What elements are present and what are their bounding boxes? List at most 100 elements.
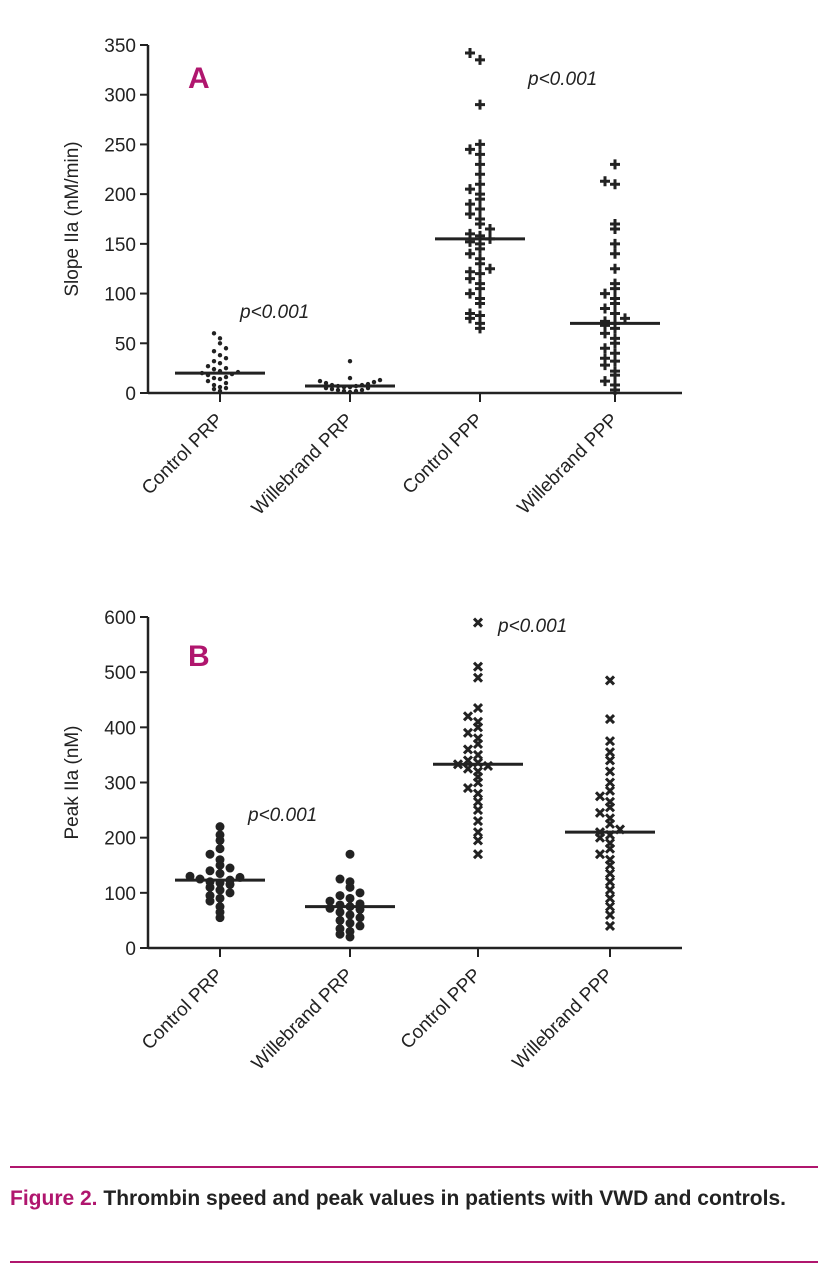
point xyxy=(215,885,225,895)
point xyxy=(604,885,616,896)
point xyxy=(472,617,484,628)
x-tick-label: Control PRP xyxy=(138,410,228,500)
point xyxy=(485,223,495,234)
point xyxy=(472,796,484,807)
point xyxy=(223,346,229,351)
panel-label: A xyxy=(188,62,210,95)
point xyxy=(217,388,223,394)
point xyxy=(610,333,620,344)
point xyxy=(472,672,484,683)
caption-label: Figure 2. xyxy=(10,1187,98,1210)
y-tick-label: 300 xyxy=(104,86,136,107)
point xyxy=(604,713,616,725)
point xyxy=(604,920,616,931)
point xyxy=(345,849,355,859)
point xyxy=(475,159,485,170)
point xyxy=(604,785,616,796)
point xyxy=(325,896,335,906)
point xyxy=(600,376,610,387)
point xyxy=(472,788,484,799)
point xyxy=(215,844,225,854)
point xyxy=(205,363,211,369)
point xyxy=(594,849,606,860)
point xyxy=(345,910,355,920)
y-tick-label: 0 xyxy=(125,939,136,960)
point xyxy=(465,248,475,259)
point xyxy=(472,716,484,727)
point xyxy=(359,387,365,393)
point xyxy=(475,204,485,215)
x-tick-label: Willebrand PPP xyxy=(514,410,623,519)
point xyxy=(335,387,341,393)
x-tick-label: Control PPP xyxy=(399,410,488,499)
point xyxy=(462,727,474,738)
point xyxy=(604,675,616,686)
y-tick-label: 600 xyxy=(104,608,136,629)
point xyxy=(205,849,215,859)
point xyxy=(475,189,485,200)
point xyxy=(610,348,620,359)
point xyxy=(223,385,229,391)
point xyxy=(472,849,484,860)
point xyxy=(604,736,616,747)
point xyxy=(610,248,620,259)
point xyxy=(335,891,345,901)
point xyxy=(610,380,620,391)
y-tick-label: 500 xyxy=(104,663,136,684)
x-tick-label: Willebrand PRP xyxy=(248,410,358,520)
y-tick-label: 300 xyxy=(104,774,136,795)
point xyxy=(211,375,217,381)
point xyxy=(475,179,485,190)
point xyxy=(472,702,484,714)
point xyxy=(223,380,229,386)
point xyxy=(462,782,474,794)
point xyxy=(472,733,484,744)
point xyxy=(610,179,620,190)
y-tick-label: 0 xyxy=(125,384,136,405)
point xyxy=(610,238,620,249)
point xyxy=(462,744,474,755)
point xyxy=(211,331,217,336)
point xyxy=(472,835,484,846)
point xyxy=(215,869,225,879)
point xyxy=(211,386,217,392)
point xyxy=(345,877,355,887)
point xyxy=(215,855,225,865)
point xyxy=(335,915,345,925)
y-axis-label: Peak IIa (nM) xyxy=(62,725,83,839)
point xyxy=(345,918,355,928)
point xyxy=(211,349,217,354)
point xyxy=(211,358,217,364)
point xyxy=(217,376,223,382)
point xyxy=(604,813,616,824)
figure: 0 50 100 150 200 250 300 350 Slope IIa (nM/min) A… xyxy=(62,36,682,1075)
point xyxy=(475,253,485,264)
caption: Figure 2. Thrombin speed and peak values… xyxy=(10,1183,825,1214)
point xyxy=(465,199,475,210)
rule xyxy=(10,1261,818,1263)
point xyxy=(472,827,484,838)
point xyxy=(610,218,620,229)
point xyxy=(465,47,475,58)
point xyxy=(205,866,215,876)
point xyxy=(475,139,485,150)
x-tick-label: Willebrand PRP xyxy=(248,965,358,1075)
point xyxy=(475,310,485,321)
point xyxy=(323,380,329,386)
y-tick-label: 400 xyxy=(104,718,136,739)
point xyxy=(610,308,620,319)
point xyxy=(465,184,475,195)
y-tick-label: 200 xyxy=(104,185,136,206)
point xyxy=(604,766,616,777)
point xyxy=(217,336,223,341)
point xyxy=(223,356,229,361)
y-axis-label: Slope IIa (nM/min) xyxy=(62,141,83,296)
point xyxy=(347,375,353,381)
annotation: p<0.001 xyxy=(527,69,597,90)
y-tick-label: 50 xyxy=(115,334,136,355)
point xyxy=(355,921,365,931)
point xyxy=(347,389,353,395)
point xyxy=(217,384,223,390)
point xyxy=(345,893,355,903)
point xyxy=(371,379,377,385)
